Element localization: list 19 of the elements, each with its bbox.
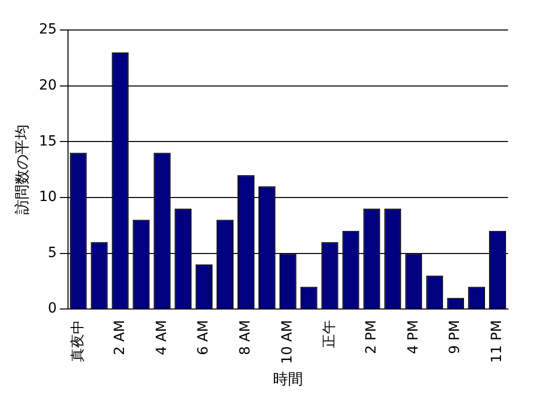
y-tick-label: 5 [48, 244, 57, 261]
x-tick-label: 2 AM [112, 320, 128, 356]
x-tick-label: 8 AM [238, 320, 254, 356]
x-axis-title: 時間 [272, 370, 303, 388]
x-tick-label: 4 AM [154, 320, 170, 356]
y-tick-label: 20 [38, 77, 57, 94]
y-axis-title: 訪問数の平均 [12, 124, 31, 215]
x-tick-label: 2 PM [363, 320, 380, 354]
y-tick-label: 0 [48, 300, 57, 317]
x-tick-label: 4 PM [405, 320, 422, 354]
y-tick-label: 15 [38, 133, 57, 150]
x-tick-label: 6 AM [196, 320, 212, 356]
x-tick-label: 正午 [321, 320, 338, 348]
y-tick-label: 10 [38, 189, 57, 206]
y-tick-label: 25 [38, 22, 57, 38]
x-tick-label: 9 PM [447, 320, 464, 354]
x-tick-label: 真夜中 [70, 320, 86, 362]
x-tick-label: 10 AM [280, 320, 296, 364]
x-tick-label: 11 PM [489, 320, 506, 363]
